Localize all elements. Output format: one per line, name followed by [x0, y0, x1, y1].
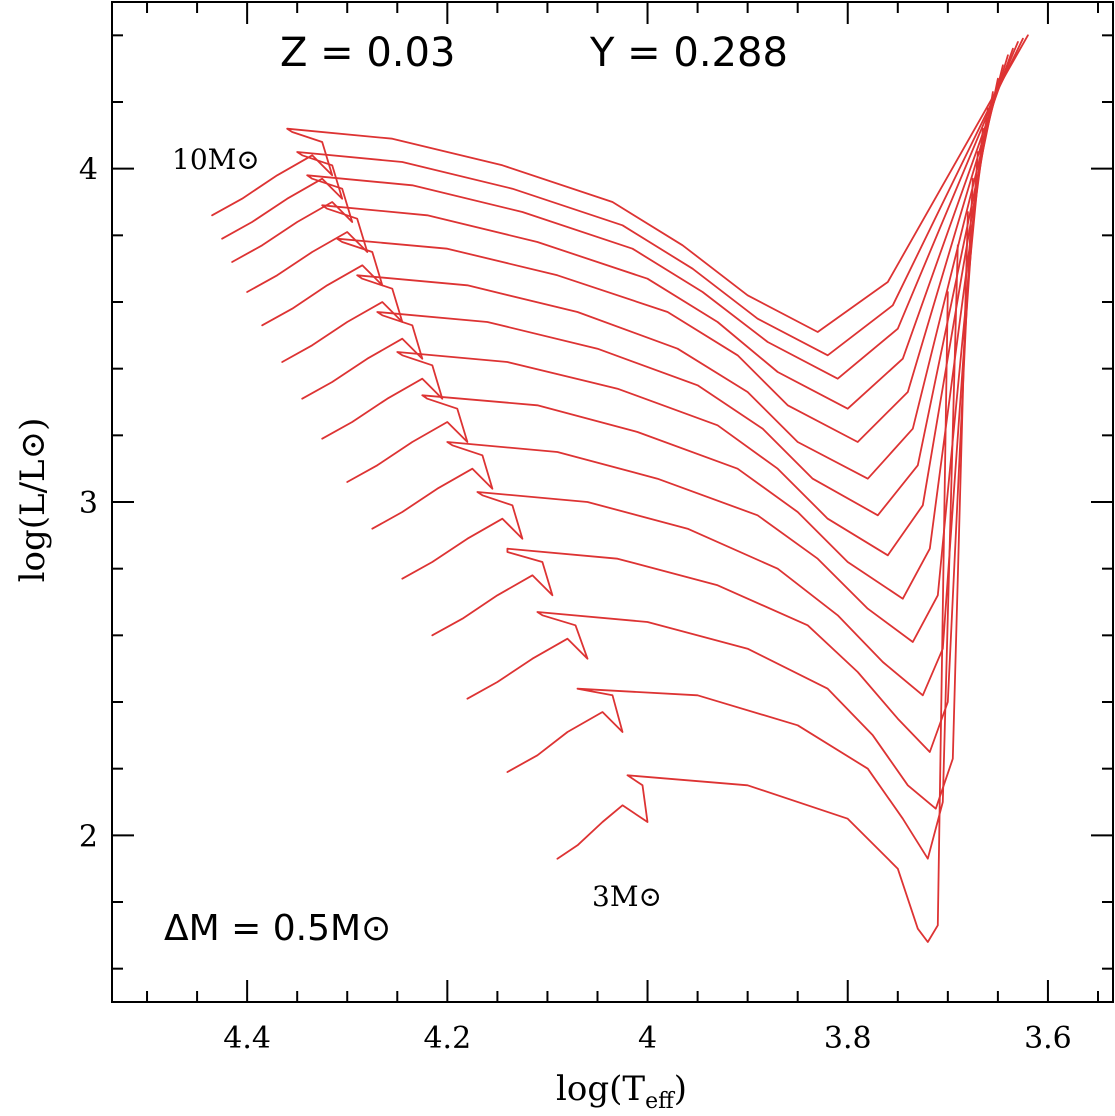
plot-frame: [111, 1, 1114, 1003]
track-3.5-msun: [506, 244, 959, 860]
x-axis-label-main: log(T: [556, 1069, 645, 1109]
x-axis-label-subscript: eff: [645, 1089, 675, 1114]
track-7.5-msun: [281, 64, 1004, 480]
annotation-delta-mass: ΔM = 0.5M⊙: [164, 908, 391, 949]
track-8.0-msun: [261, 54, 1009, 443]
x-tick-label: 4.2: [423, 1021, 471, 1056]
x-tick-label: 4.4: [223, 1021, 271, 1056]
track-7.0-msun: [301, 77, 999, 517]
svg-text:log(Teff): log(Teff): [556, 1069, 687, 1114]
track-3.0-msun: [556, 291, 949, 943]
axis-ticks: 4.4 4.2 4 3.8 3.6 2 3 4: [79, 2, 1113, 1056]
x-axis-label: log(Teff): [556, 1069, 687, 1114]
annotation-top-mass: 10M⊙: [172, 143, 260, 176]
track-6.5-msun: [321, 91, 994, 557]
track-5.0-msun: [401, 151, 979, 697]
track-4.0-msun: [466, 211, 969, 810]
chart-title: Z = 0.03 Y = 0.288: [280, 30, 788, 76]
x-axis-label-close: ): [674, 1069, 687, 1109]
x-tick-label: 3.8: [824, 1021, 872, 1056]
x-tick-label: 4: [638, 1021, 657, 1056]
y-tick-label: 4: [79, 153, 98, 188]
title-helium: Y = 0.288: [589, 30, 788, 76]
title-metallicity: Z = 0.03: [280, 30, 455, 76]
track-10.0-msun: [211, 34, 1029, 333]
track-4.5-msun: [431, 177, 974, 753]
annotation-bottom-mass: 3M⊙: [592, 880, 662, 913]
track-5.5-msun: [371, 127, 984, 643]
y-tick-label: 2: [79, 819, 98, 854]
y-tick-label: 3: [79, 486, 98, 521]
track-6.0-msun: [346, 107, 989, 600]
x-tick-label: 3.6: [1024, 1021, 1072, 1056]
y-axis-label: log(L/L⊙): [13, 418, 53, 583]
track-8.5-msun: [246, 47, 1014, 410]
track-9.0-msun: [231, 41, 1019, 380]
track-9.5-msun: [221, 37, 1024, 357]
evolutionary-tracks: [211, 34, 1029, 943]
